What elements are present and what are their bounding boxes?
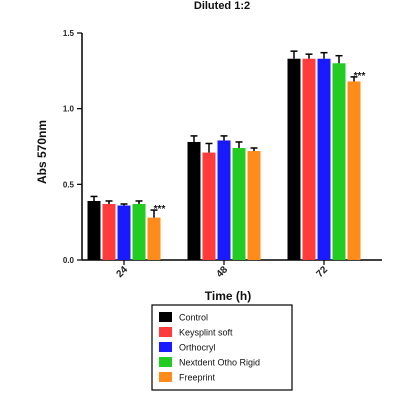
x-axis-title: Time (h) bbox=[205, 289, 251, 303]
legend-label: Nextdent Otho Rigid bbox=[179, 358, 260, 368]
bar-orthocryl-24h bbox=[117, 205, 131, 260]
legend-swatch bbox=[159, 327, 172, 337]
x-tick-label: 24 bbox=[114, 264, 130, 280]
significance-marker: *** bbox=[354, 71, 366, 82]
bar-control-48h bbox=[187, 141, 201, 260]
legend: Control Keysplint soft Orthocryl Nextdent O… bbox=[151, 304, 293, 391]
legend-swatch bbox=[159, 312, 172, 322]
legend-label: Control bbox=[179, 313, 208, 323]
legend-swatch bbox=[159, 357, 172, 367]
bars: *** *** bbox=[87, 50, 366, 261]
bar-freeprint-48h bbox=[247, 151, 261, 260]
bar-keysplint-soft-72h bbox=[302, 58, 316, 260]
x-tick-label: 48 bbox=[214, 264, 230, 280]
bar-keysplint-soft-48h bbox=[202, 152, 216, 260]
y-tick-label: 0.5 bbox=[63, 180, 75, 189]
y-axis-title: Abs 570nm bbox=[35, 120, 49, 184]
x-tick-label: 72 bbox=[314, 264, 330, 280]
y-tick-label: 1.0 bbox=[63, 105, 75, 114]
legend-label: Freeprint bbox=[179, 373, 216, 383]
legend-swatch bbox=[159, 372, 172, 382]
legend-swatch bbox=[159, 342, 172, 352]
y-tick-label: 0.0 bbox=[63, 256, 75, 265]
bar-nextdent-otho-rigid-24h bbox=[132, 204, 146, 260]
bar-orthocryl-48h bbox=[217, 140, 231, 260]
bar-keysplint-soft-24h bbox=[102, 204, 116, 260]
bar-control-72h bbox=[287, 58, 301, 260]
legend-box bbox=[151, 304, 293, 391]
y-tick-label: 1.5 bbox=[63, 29, 75, 38]
legend-label: Orthocryl bbox=[179, 343, 216, 353]
bar-nextdent-otho-rigid-48h bbox=[232, 148, 246, 260]
bar-control-24h bbox=[87, 200, 101, 260]
chart-title: Diluted 1:2 bbox=[194, 0, 250, 12]
bar-freeprint-24h bbox=[147, 217, 161, 260]
bar-freeprint-72h bbox=[347, 81, 361, 260]
significance-marker: *** bbox=[154, 204, 166, 215]
bar-nextdent-otho-rigid-72h bbox=[332, 63, 346, 261]
bar-orthocryl-72h bbox=[317, 58, 331, 260]
legend-label: Keysplint soft bbox=[179, 328, 233, 338]
